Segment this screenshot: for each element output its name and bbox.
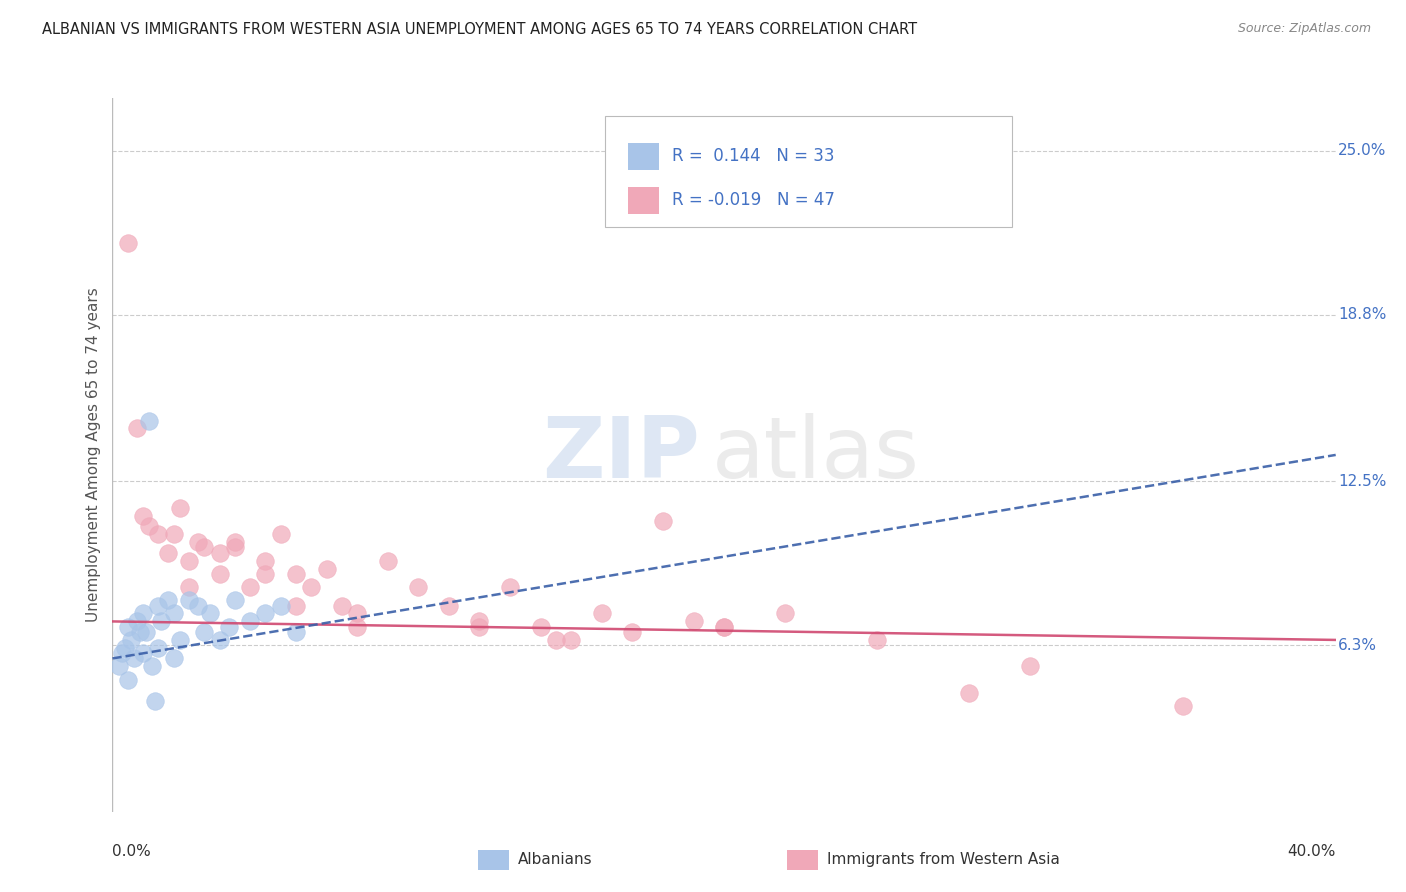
Point xyxy=(560,632,582,647)
Point xyxy=(499,580,522,594)
Point xyxy=(284,625,308,640)
Point xyxy=(117,620,139,634)
Point xyxy=(148,527,170,541)
Point xyxy=(239,615,262,629)
Point xyxy=(138,413,160,427)
Text: Albanians: Albanians xyxy=(517,853,592,867)
Point xyxy=(156,546,179,560)
Point xyxy=(224,541,246,555)
Point xyxy=(239,580,262,594)
Point xyxy=(163,651,186,665)
Point xyxy=(135,625,157,640)
Point xyxy=(346,620,368,634)
Point xyxy=(141,659,163,673)
Point xyxy=(177,580,200,594)
Point xyxy=(125,421,148,435)
Point xyxy=(117,673,139,687)
Point xyxy=(107,659,129,673)
Point xyxy=(169,632,191,647)
Point xyxy=(156,593,179,607)
Point xyxy=(208,546,231,560)
Point xyxy=(254,566,277,581)
Text: R = -0.019   N = 47: R = -0.019 N = 47 xyxy=(672,192,835,210)
Point xyxy=(284,566,308,581)
Text: 6.3%: 6.3% xyxy=(1339,638,1376,653)
Point xyxy=(270,599,292,613)
Point xyxy=(315,561,337,575)
Point xyxy=(132,646,155,660)
Point xyxy=(111,646,134,660)
Text: 18.8%: 18.8% xyxy=(1339,308,1386,322)
Text: 25.0%: 25.0% xyxy=(1339,144,1386,159)
Point xyxy=(177,554,200,568)
Point xyxy=(652,514,675,528)
Point xyxy=(138,519,160,533)
Point xyxy=(254,607,277,621)
Point xyxy=(200,607,222,621)
Point xyxy=(169,500,191,515)
Point xyxy=(193,625,215,640)
Text: Immigrants from Western Asia: Immigrants from Western Asia xyxy=(827,853,1060,867)
Point xyxy=(120,632,142,647)
Point xyxy=(187,599,209,613)
Point xyxy=(177,593,200,607)
Point xyxy=(437,599,460,613)
Point xyxy=(713,620,735,634)
Point xyxy=(129,625,152,640)
Point xyxy=(544,632,567,647)
Point xyxy=(957,686,980,700)
Point xyxy=(148,599,170,613)
Point xyxy=(682,615,704,629)
Point xyxy=(254,554,277,568)
Point xyxy=(468,615,491,629)
Point xyxy=(125,615,148,629)
Point xyxy=(408,580,430,594)
Point xyxy=(330,599,353,613)
Text: R =  0.144   N = 33: R = 0.144 N = 33 xyxy=(672,147,835,165)
Point xyxy=(132,607,155,621)
Point xyxy=(591,607,613,621)
Point xyxy=(468,620,491,634)
Point xyxy=(299,580,322,594)
Point xyxy=(148,640,170,655)
Point xyxy=(122,651,145,665)
Point xyxy=(346,607,368,621)
Point xyxy=(132,508,155,523)
Point xyxy=(1171,698,1194,713)
Point xyxy=(529,620,551,634)
Point xyxy=(143,694,166,708)
Point xyxy=(377,554,399,568)
Point xyxy=(208,632,231,647)
Point xyxy=(117,236,139,251)
Point xyxy=(224,535,246,549)
Point xyxy=(270,527,292,541)
Point xyxy=(866,632,889,647)
Point xyxy=(208,566,231,581)
Point xyxy=(150,615,173,629)
Text: 12.5%: 12.5% xyxy=(1339,474,1386,489)
Point xyxy=(163,607,186,621)
Point xyxy=(284,599,308,613)
Text: ZIP: ZIP xyxy=(541,413,700,497)
Point xyxy=(713,620,735,634)
Point xyxy=(773,607,796,621)
Text: atlas: atlas xyxy=(711,413,920,497)
Text: ALBANIAN VS IMMIGRANTS FROM WESTERN ASIA UNEMPLOYMENT AMONG AGES 65 TO 74 YEARS : ALBANIAN VS IMMIGRANTS FROM WESTERN ASIA… xyxy=(42,22,917,37)
Point xyxy=(187,535,209,549)
Text: 40.0%: 40.0% xyxy=(1288,844,1336,859)
Text: Source: ZipAtlas.com: Source: ZipAtlas.com xyxy=(1237,22,1371,36)
Point xyxy=(163,527,186,541)
Text: 0.0%: 0.0% xyxy=(112,844,152,859)
Point xyxy=(114,640,136,655)
Y-axis label: Unemployment Among Ages 65 to 74 years: Unemployment Among Ages 65 to 74 years xyxy=(86,287,101,623)
Point xyxy=(621,625,644,640)
Point xyxy=(218,620,240,634)
Point xyxy=(1018,659,1040,673)
Point xyxy=(193,541,215,555)
Point xyxy=(224,593,246,607)
